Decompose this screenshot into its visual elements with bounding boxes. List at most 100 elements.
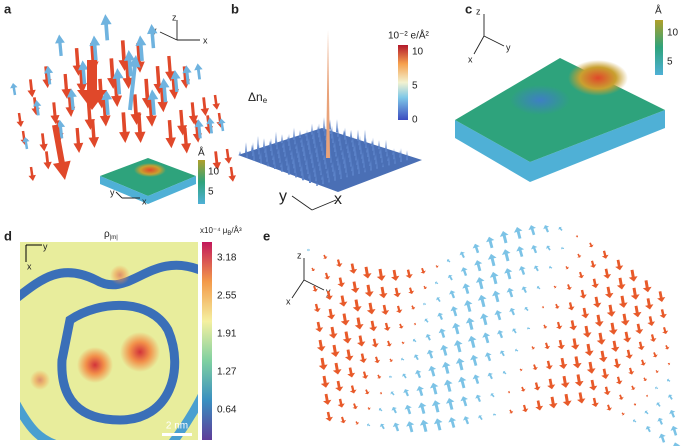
arrow: [316, 339, 326, 352]
arrow: [327, 308, 336, 320]
arrow: [425, 334, 431, 341]
spike: [364, 167, 366, 173]
spike: [316, 181, 318, 186]
spike: [337, 154, 339, 166]
arrow: [460, 396, 468, 407]
quantity-label: Δne: [248, 90, 268, 105]
spike: [367, 144, 369, 157]
arrow: [620, 313, 630, 326]
arrow: [403, 389, 410, 397]
arrow: [531, 346, 535, 350]
spike: [347, 142, 349, 154]
spike: [343, 156, 345, 164]
arrow: [543, 324, 548, 329]
arrow: [601, 250, 609, 259]
arrow: [455, 358, 465, 371]
arrow: [357, 335, 366, 347]
arrow: [413, 322, 416, 326]
arrow: [544, 342, 551, 350]
colorbar-tick: 2.55: [217, 291, 237, 302]
panel-c: c z y x Å 10 5: [455, 1, 679, 182]
arrow: [165, 120, 176, 149]
arrow: [447, 274, 453, 281]
arrow: [145, 96, 157, 127]
arrow: [657, 291, 666, 302]
spike: [275, 131, 277, 145]
arrow: [521, 286, 527, 294]
arrow: [586, 361, 596, 374]
spike: [345, 136, 347, 145]
arrow: [589, 379, 598, 391]
arrow: [487, 372, 493, 380]
arrow: [462, 283, 471, 295]
arrow: [396, 305, 403, 314]
spike: [309, 171, 311, 183]
arrow: [320, 375, 330, 388]
arrow: [429, 382, 439, 395]
spike: [341, 150, 343, 155]
spike: [270, 138, 272, 151]
colorbar-tick: 3.18: [217, 253, 237, 264]
spike: [297, 150, 299, 158]
arrow: [206, 117, 215, 134]
arrow: [560, 375, 570, 388]
arrow: [342, 331, 352, 344]
dip: [510, 85, 570, 115]
spike: [357, 156, 359, 170]
spike: [299, 156, 301, 167]
panel-e: e z y x: [263, 225, 681, 446]
arrow: [506, 287, 514, 298]
spike: [328, 175, 330, 183]
arrow: [67, 88, 77, 111]
arrow: [603, 386, 611, 396]
spike: [246, 150, 248, 158]
spike: [370, 158, 372, 171]
arrow: [65, 91, 76, 117]
arrow: [664, 344, 670, 350]
arrow: [212, 151, 222, 171]
arrow: [374, 356, 381, 364]
arrow: [516, 246, 525, 257]
arrow: [630, 287, 640, 300]
hotspot: [30, 370, 50, 390]
colorbar-tick: 0: [412, 115, 418, 126]
arrow: [52, 124, 71, 180]
arrow: [524, 306, 529, 312]
panel-b: b Δne y x 10⁻² e/Å² 10 5 0: [231, 1, 430, 211]
arrow: [16, 112, 24, 127]
arrow: [337, 398, 345, 408]
arrow: [470, 354, 479, 367]
arrow: [472, 374, 480, 385]
spike: [290, 150, 292, 155]
axes-gizmo: [291, 195, 337, 211]
arrow: [486, 236, 495, 249]
spike: [335, 148, 337, 157]
arrow: [588, 242, 594, 248]
spike: [325, 160, 327, 169]
axis-label: y: [506, 42, 511, 52]
inset-surface-edge: [100, 176, 196, 204]
arrow: [606, 404, 612, 411]
arrow: [628, 367, 635, 375]
arrow: [390, 391, 395, 396]
arrow: [452, 322, 461, 335]
arrow: [556, 321, 563, 330]
spike: [319, 131, 321, 142]
arrow: [632, 305, 642, 318]
arrow: [453, 340, 463, 353]
arrow: [323, 393, 332, 405]
arrow: [628, 269, 638, 282]
spike: [303, 142, 305, 156]
spike: [314, 164, 316, 177]
arrow: [443, 379, 453, 392]
spike: [318, 161, 320, 167]
arrow: [499, 350, 505, 357]
spike: [316, 144, 318, 158]
arrow: [379, 391, 382, 395]
colorbar-tick: 1.91: [217, 329, 237, 340]
spike: [400, 148, 402, 162]
domain-wall: [57, 301, 180, 425]
arrow: [567, 302, 575, 311]
scale-label: 2 nm: [166, 421, 188, 432]
spike: [342, 148, 344, 160]
